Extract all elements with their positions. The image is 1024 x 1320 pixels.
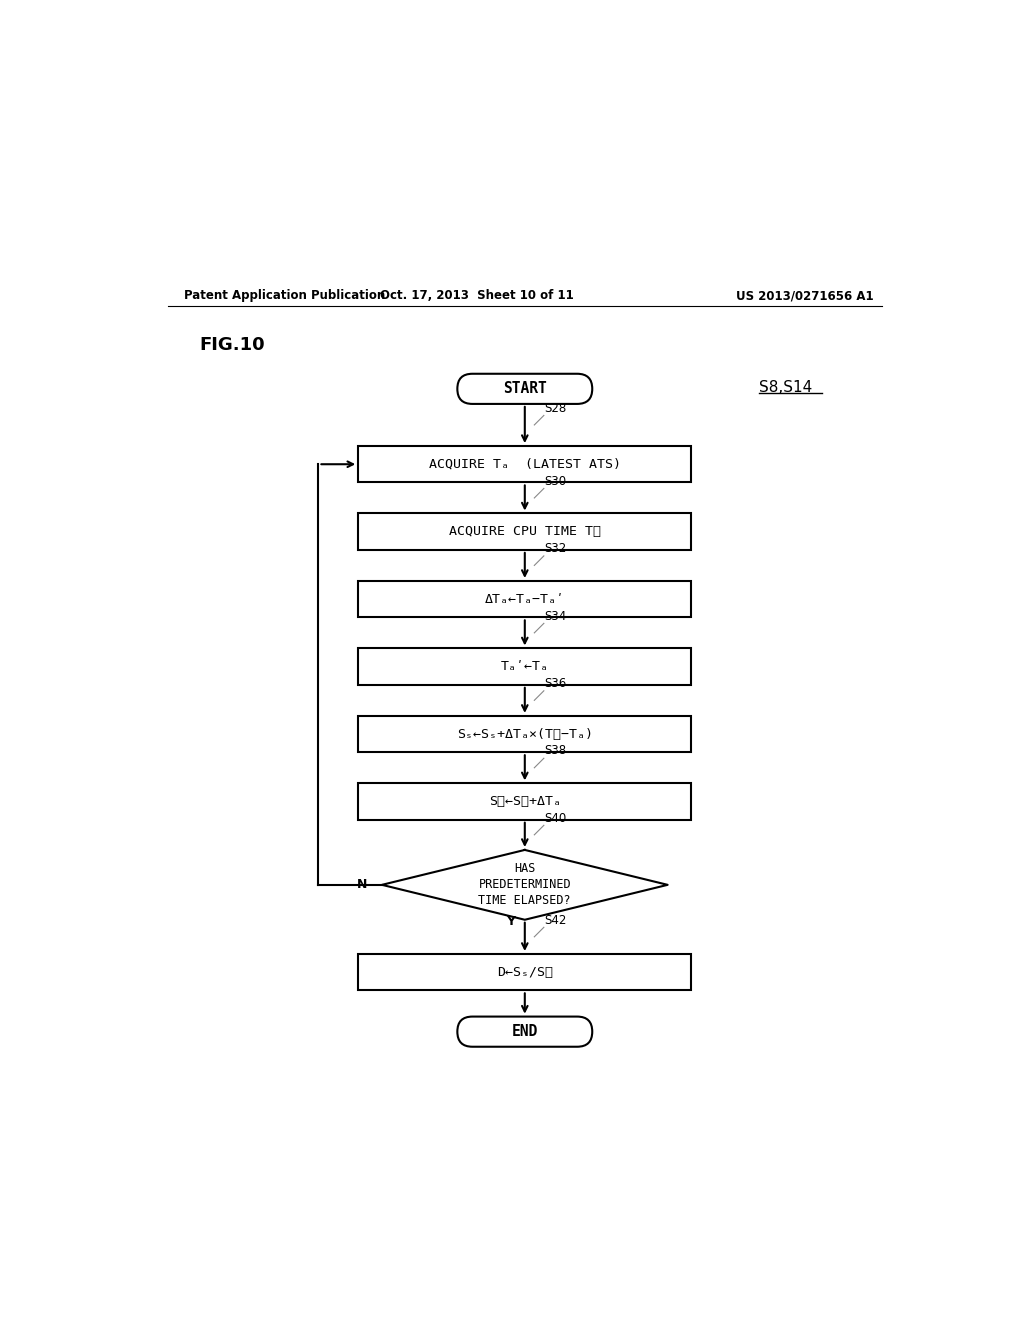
Text: END: END — [512, 1024, 538, 1039]
Text: Sᴛ←Sᴛ+ΔTₐ: Sᴛ←Sᴛ+ΔTₐ — [488, 795, 561, 808]
Bar — [358, 954, 691, 990]
Text: Tₐʹ←Tₐ: Tₐʹ←Tₐ — [501, 660, 549, 673]
FancyBboxPatch shape — [458, 374, 592, 404]
Bar — [358, 715, 691, 752]
Bar — [358, 648, 691, 685]
Bar — [358, 581, 691, 618]
Bar — [358, 783, 691, 820]
Text: N: N — [357, 878, 368, 891]
Text: FIG.10: FIG.10 — [200, 337, 265, 354]
Bar — [358, 513, 691, 550]
Bar — [358, 446, 691, 483]
Text: ACQUIRE Tₐ  (LATEST ATS): ACQUIRE Tₐ (LATEST ATS) — [429, 458, 621, 471]
Text: Patent Application Publication: Patent Application Publication — [183, 289, 385, 302]
Text: S34: S34 — [545, 610, 567, 623]
Text: ΔTₐ←Tₐ−Tₐʹ: ΔTₐ←Tₐ−Tₐʹ — [484, 593, 565, 606]
FancyBboxPatch shape — [458, 1016, 592, 1047]
Text: Oct. 17, 2013  Sheet 10 of 11: Oct. 17, 2013 Sheet 10 of 11 — [380, 289, 574, 302]
Text: S32: S32 — [545, 543, 567, 556]
Text: ACQUIRE CPU TIME Tᴄ: ACQUIRE CPU TIME Tᴄ — [449, 525, 601, 539]
Text: HAS
PREDETERMINED
TIME ELAPSED?: HAS PREDETERMINED TIME ELAPSED? — [478, 862, 571, 907]
Text: Y: Y — [506, 915, 515, 928]
Text: S30: S30 — [545, 475, 566, 487]
Text: S42: S42 — [545, 913, 567, 927]
Text: S38: S38 — [545, 744, 566, 758]
Text: Sₛ←Sₛ+ΔTₐ×(Tᴄ−Tₐ): Sₛ←Sₛ+ΔTₐ×(Tᴄ−Tₐ) — [457, 727, 593, 741]
Polygon shape — [382, 850, 668, 920]
Text: S36: S36 — [545, 677, 567, 690]
Text: D←Sₛ/Sᴛ: D←Sₛ/Sᴛ — [497, 966, 553, 978]
Text: START: START — [503, 381, 547, 396]
Text: S40: S40 — [545, 812, 567, 825]
Text: US 2013/0271656 A1: US 2013/0271656 A1 — [736, 289, 873, 302]
Text: S8,S14: S8,S14 — [759, 380, 812, 395]
Text: S28: S28 — [545, 401, 567, 414]
